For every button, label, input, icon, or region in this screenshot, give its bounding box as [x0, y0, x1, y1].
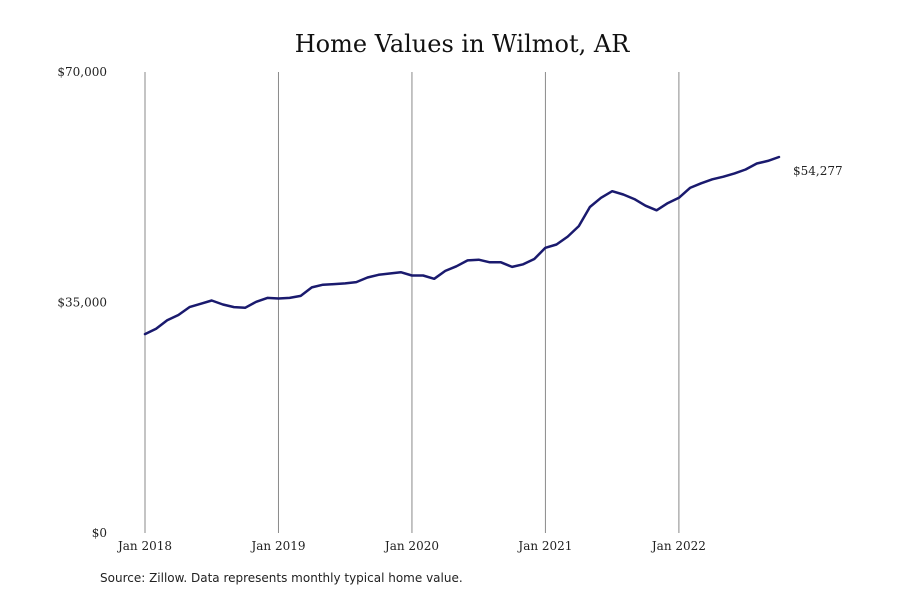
series-group — [143, 155, 781, 336]
grid-lines — [144, 72, 680, 533]
x-tick-label: Jan 2019 — [249, 539, 305, 553]
x-tick-label: Jan 2018 — [116, 539, 172, 553]
x-tick-label: Jan 2022 — [650, 539, 706, 553]
series-line — [143, 155, 781, 336]
x-axis-ticks: Jan 2018 Jan 2019 Jan 2020 Jan 2021 Jan 2022 — [116, 539, 706, 553]
y-tick-label: $70,000 — [57, 65, 107, 79]
y-axis-ticks: $0 $35,000 $70,000 — [57, 65, 107, 540]
y-tick-label: $0 — [92, 526, 107, 540]
source-note: Source: Zillow. Data represents monthly … — [100, 571, 463, 585]
chart-title: Home Values in Wilmot, AR — [295, 30, 630, 58]
x-tick-label: Jan 2021 — [516, 539, 572, 553]
end-value-label: $54,277 — [793, 164, 843, 178]
y-tick-label: $35,000 — [57, 296, 107, 310]
x-tick-label: Jan 2020 — [383, 539, 439, 553]
